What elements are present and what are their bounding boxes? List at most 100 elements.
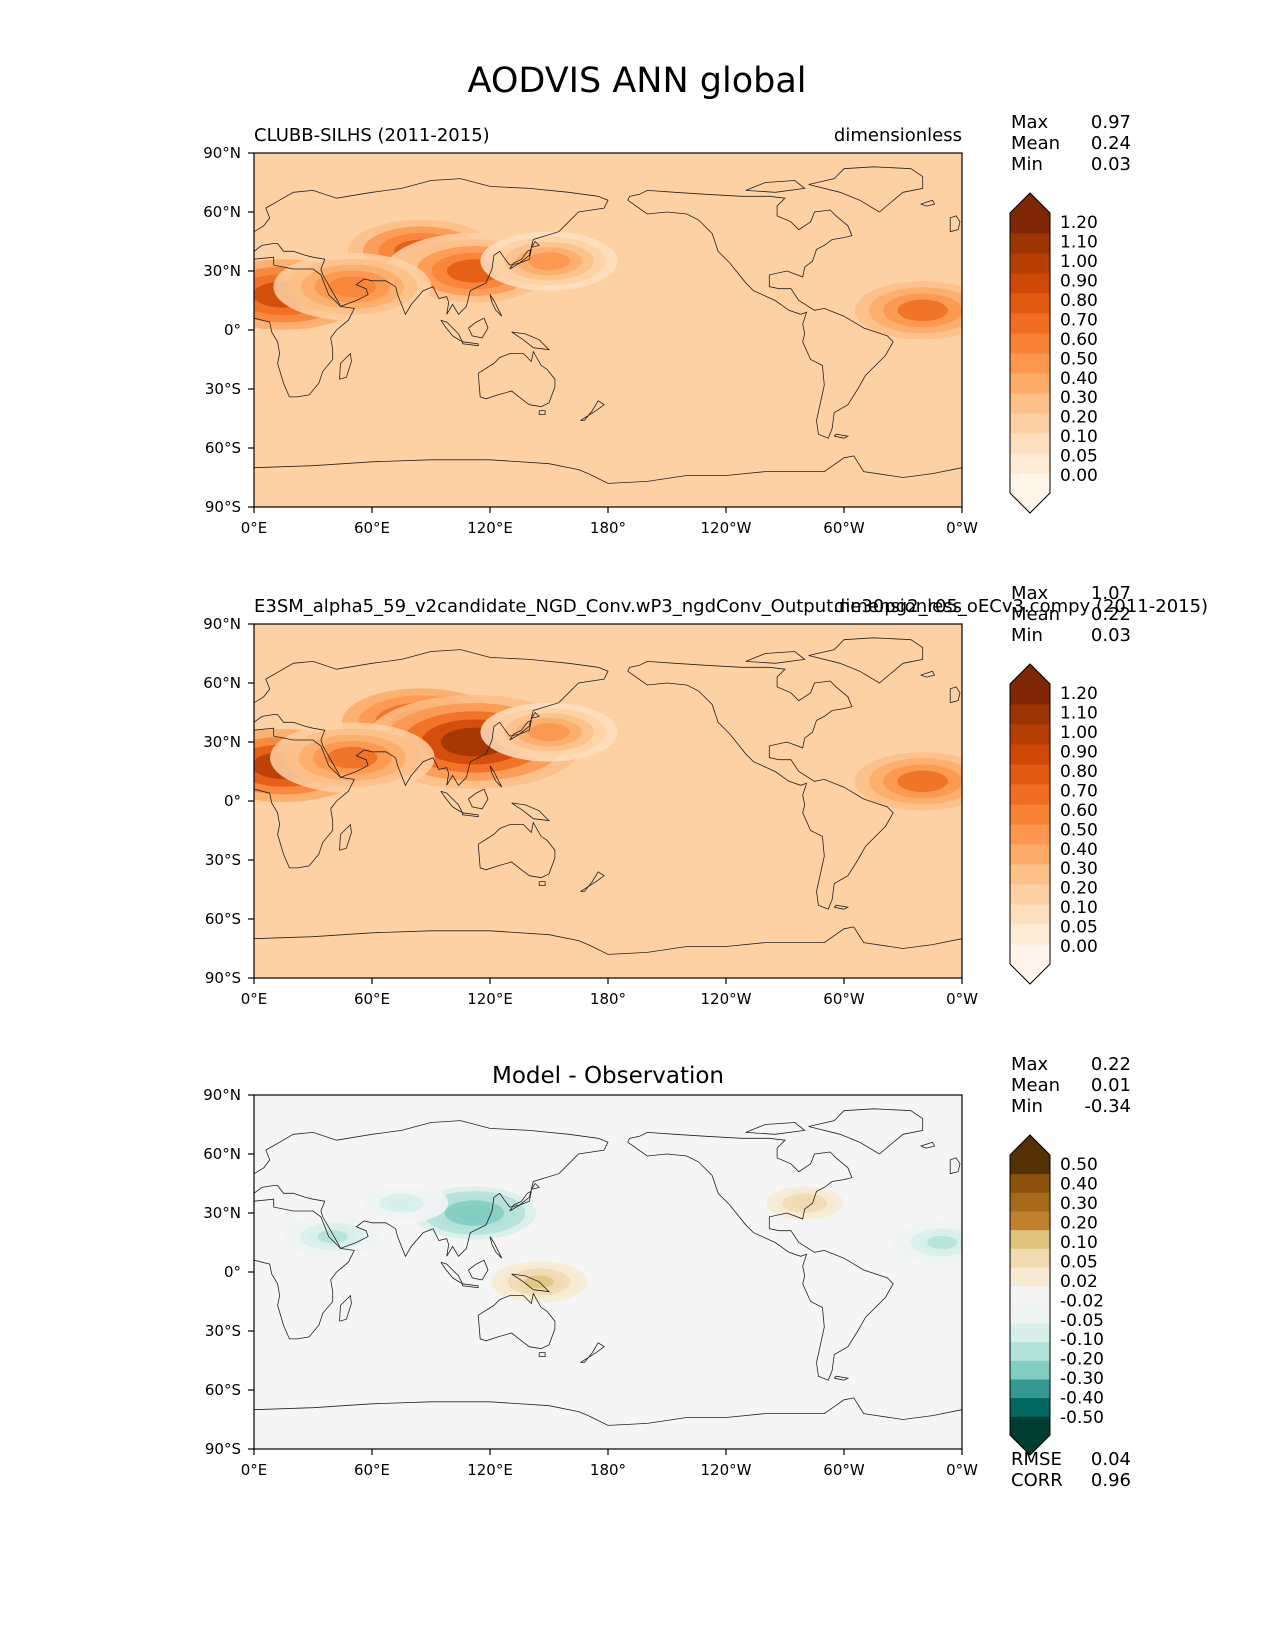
map-background (254, 1095, 962, 1449)
coastline (489, 294, 503, 317)
coastline (489, 765, 503, 788)
colorbar-tick-label: 0.40 (1060, 369, 1098, 389)
panel-reference: CLUBB-SILHS (2011-2015) dimensionless 0°… (203, 112, 1131, 537)
coastline (440, 319, 464, 343)
x-tick-label: 120°E (467, 990, 513, 1008)
colorbar-swatch (1010, 684, 1050, 705)
field-contour (328, 276, 377, 298)
field-layer (283, 1183, 962, 1303)
coastline (254, 1397, 962, 1426)
x-tick-label: 180° (590, 1461, 626, 1479)
y-tick-label: 0° (224, 321, 241, 339)
map-area (253, 152, 963, 508)
colorbar-swatch (1010, 1341, 1050, 1361)
x-tick-label: 60°W (823, 519, 865, 537)
y-tick-label: 30°S (205, 851, 241, 869)
x-tick-label: 60°W (823, 990, 865, 1008)
stat-value: 0.22 (1091, 604, 1131, 625)
colorbar-tick-label: 0.90 (1060, 743, 1098, 763)
coastline (462, 1283, 479, 1289)
coastlines (254, 166, 962, 484)
coastline (808, 637, 924, 684)
colorbar-tick-label: 0.50 (1060, 349, 1098, 369)
metrics-box: RMSE 0.04 CORR 0.96 (1011, 1449, 1131, 1491)
x-tick-label: 120°W (701, 1461, 752, 1479)
colorbar-swatch (1010, 333, 1050, 354)
coastline (477, 1292, 556, 1350)
colorbar-swatch (1010, 844, 1050, 865)
x-tick-label: 120°W (701, 990, 752, 1008)
field-contour (317, 1230, 348, 1244)
stat-label: Min (1011, 1096, 1043, 1117)
colorbar-swatch (1010, 1248, 1050, 1268)
y-tick-label: 90°S (205, 1440, 241, 1458)
x-tick-label: 60°E (354, 519, 390, 537)
colorbar-tick-label: 0.02 (1060, 1272, 1098, 1292)
stat-value: 0.22 (1091, 1054, 1131, 1075)
colorbar-tick-label: -0.20 (1060, 1350, 1104, 1370)
colorbar-swatch (1010, 253, 1050, 274)
coastline (254, 178, 609, 316)
coastline (580, 1342, 605, 1363)
coastline (833, 433, 850, 439)
y-axis: 90°N 60°N 30°N 0° 30°S 60°S 90°S (203, 144, 254, 516)
colorbar-extend-min (1010, 964, 1050, 984)
colorbar-swatch (1010, 744, 1050, 765)
coastline (509, 719, 532, 741)
colorbar-swatch (1010, 273, 1050, 294)
coastline (627, 189, 894, 439)
coastline (511, 331, 551, 351)
coastline (920, 670, 936, 678)
colorbar-tick-label: 1.00 (1060, 723, 1098, 743)
coastline (254, 1120, 609, 1258)
colorbar-swatch (1010, 1267, 1050, 1287)
colorbar-swatch (1010, 1229, 1050, 1249)
coastline (511, 1273, 551, 1293)
colorbar-tick-label: -0.05 (1060, 1311, 1104, 1331)
coastline (949, 215, 961, 233)
stat-label: Max (1011, 112, 1049, 133)
colorbar-swatch (1010, 804, 1050, 825)
colorbar-swatch (1010, 1397, 1050, 1417)
x-tick-label: 0°E (241, 519, 268, 537)
field-contour (897, 299, 948, 322)
y-tick-label: 30°N (203, 262, 241, 280)
colorbar-swatch (1010, 864, 1050, 885)
colorbar-swatch (1010, 904, 1050, 925)
colorbar-extend-max (1010, 1135, 1050, 1155)
colorbar-tick-label: 0.10 (1060, 1233, 1098, 1253)
field-contour (327, 746, 378, 769)
metric-label: CORR (1011, 1470, 1063, 1491)
coastline (920, 199, 936, 207)
colorbar-tick-label: 0.30 (1060, 388, 1098, 408)
colorbar-tick-label: 1.00 (1060, 252, 1098, 272)
colorbar-extend-min (1010, 493, 1050, 513)
colorbar-tick-label: 0.05 (1060, 918, 1098, 938)
colorbar-tick-label: 0.30 (1060, 859, 1098, 879)
colorbar-tick-label: 1.20 (1060, 684, 1098, 704)
x-tick-label: 60°E (354, 1461, 390, 1479)
stat-value: 0.01 (1091, 1075, 1131, 1096)
stat-value: 0.97 (1091, 112, 1131, 133)
colorbar-tick-label: 0.50 (1060, 1155, 1098, 1175)
colorbar-swatch (1010, 473, 1050, 494)
y-tick-label: 0° (224, 1263, 241, 1281)
colorbar-tick-label: 0.20 (1060, 1214, 1098, 1234)
x-tick-label: 120°W (701, 519, 752, 537)
coastline (468, 788, 489, 810)
x-tick-label: 120°E (467, 1461, 513, 1479)
coastline (254, 455, 962, 484)
coastline (489, 1236, 503, 1259)
colorbar-tick-label: 0.10 (1060, 898, 1098, 918)
y-axis: 90°N 60°N 30°N 0° 30°S 60°S 90°S (203, 1086, 254, 1458)
coastline (745, 180, 806, 193)
coastline (530, 240, 540, 248)
stat-value: 0.24 (1091, 133, 1131, 154)
coastline (745, 651, 806, 664)
field-layer (254, 681, 962, 817)
y-tick-label: 90°S (205, 969, 241, 987)
coastline (254, 926, 962, 955)
colorbar-swatch (1010, 1360, 1050, 1380)
colorbar-tick-label: 0.90 (1060, 272, 1098, 292)
colorbar-tick-label: 0.05 (1060, 447, 1098, 467)
